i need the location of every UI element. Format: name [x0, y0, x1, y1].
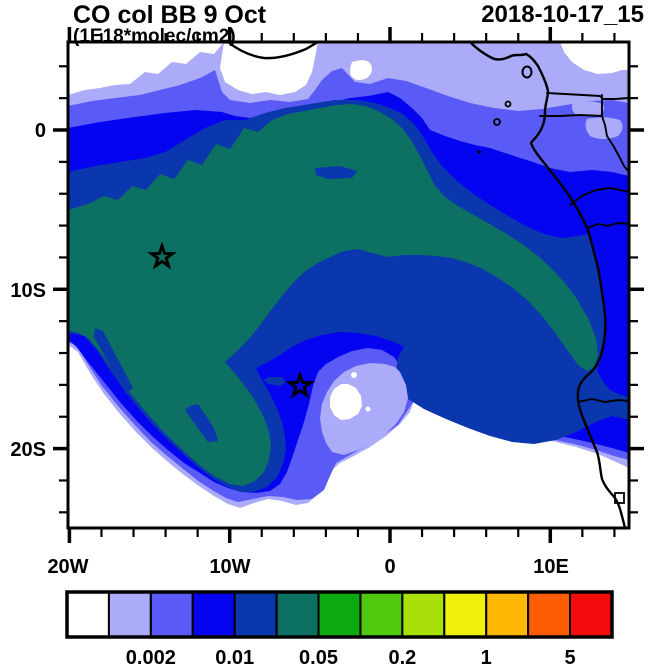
colorbar-cell — [401, 591, 446, 638]
colorbar-cell — [66, 591, 110, 638]
country-border-3 — [601, 115, 629, 173]
country-border-5 — [586, 222, 629, 229]
country-border-4 — [569, 187, 629, 206]
country-border-6 — [577, 398, 629, 403]
y-tick-label-10s: 10S — [10, 280, 46, 302]
plot-title: CO col BB 9 Oct — [73, 1, 267, 29]
x-tick-label-0: 0 — [384, 556, 395, 578]
map-canvas — [68, 42, 629, 528]
map-frame — [66, 40, 631, 530]
valid-time-label: 2018-10-17_15 — [481, 1, 644, 28]
colorbar-cell — [275, 591, 320, 638]
colorbar-label-2: 0.05 — [299, 647, 338, 667]
colorbar-label-3: 0.2 — [388, 647, 416, 667]
navy-dash-near-star — [264, 377, 286, 386]
country-border-1 — [546, 92, 629, 100]
island-small-1 — [504, 100, 512, 108]
colorbar — [66, 591, 614, 638]
colorbar-cell — [107, 591, 152, 638]
plot-units-label: (1E18*molec/cm2) — [73, 26, 236, 47]
colorbar-cell — [485, 591, 530, 638]
y-tick-label-0: 0 — [35, 120, 46, 142]
x-tick-label-10w: 10W — [209, 556, 250, 578]
island-small-2 — [493, 118, 501, 126]
navy-notch-tail — [185, 404, 218, 442]
contour-band-0p02 — [68, 104, 598, 486]
navy-sliver-in-teal — [315, 166, 357, 179]
colorbar-cell — [233, 591, 278, 638]
swirl-white-speck-1 — [351, 372, 357, 378]
colorbar-frame — [65, 590, 614, 639]
country-border-2 — [539, 94, 603, 117]
colorbar-cell — [359, 591, 404, 638]
coastal-lagoon-mark — [614, 492, 625, 504]
star-marker-1 — [147, 241, 177, 270]
colorbar-label-1: 0.01 — [215, 647, 254, 667]
swirl-white-speck-2 — [365, 406, 371, 412]
white-speck-top — [350, 60, 372, 80]
colorbar-cell — [317, 591, 362, 638]
island-small-3 — [477, 150, 481, 154]
colorbar-label-4: 1 — [481, 647, 492, 667]
navy-streak-tail — [94, 328, 133, 394]
swirl-white-eye — [330, 384, 362, 420]
coastline-gulf-of-guinea — [226, 42, 320, 60]
colorbar-label-5: 5 — [564, 647, 575, 667]
colorbar-cell — [569, 591, 614, 638]
lavender-patch-ne-1 — [571, 101, 604, 117]
star-marker-2 — [285, 370, 315, 399]
y-tick-label-20s: 20S — [10, 439, 46, 461]
x-tick-label-10e: 10E — [533, 556, 569, 578]
lavender-patch-ne-2 — [585, 117, 623, 139]
colorbar-cell — [191, 591, 236, 638]
colorbar-label-0: 0.002 — [126, 647, 176, 667]
x-tick-label-20w: 20W — [47, 556, 88, 578]
axis-ticks — [53, 27, 644, 543]
island-large — [521, 65, 533, 79]
coastline-west-africa — [468, 42, 627, 528]
colorbar-cell — [443, 591, 488, 638]
colorbar-cell — [527, 591, 572, 638]
colorbar-cell — [149, 591, 194, 638]
